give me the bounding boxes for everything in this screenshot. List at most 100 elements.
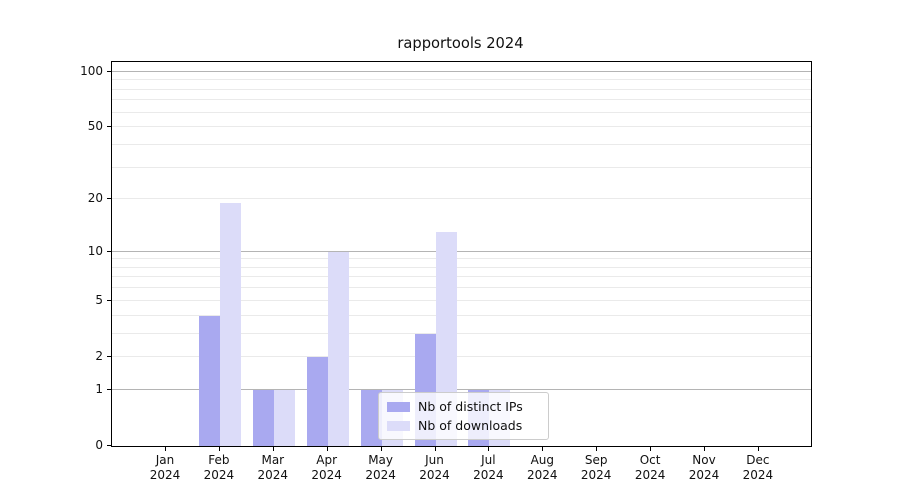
- legend-label: Nb of downloads: [418, 418, 523, 433]
- x-tick-year: 2024: [473, 468, 504, 482]
- x-tick-year: 2024: [419, 468, 450, 482]
- y-tick-mark: [107, 388, 111, 390]
- y-tick-mark: [107, 70, 111, 72]
- x-tick-year: 2024: [365, 468, 396, 482]
- legend-swatch: [387, 420, 410, 431]
- bar-ips-may: [360, 389, 382, 446]
- y-tick-label: 20: [87, 191, 103, 206]
- x-tick-mark: [488, 447, 490, 451]
- x-tick-label: Apr 2024: [295, 453, 359, 483]
- x-tick-mark: [218, 447, 220, 451]
- legend-item: Nb of distinct IPs: [387, 399, 539, 414]
- y-tick-mark: [107, 126, 111, 128]
- x-tick-month: Jan: [155, 453, 175, 467]
- x-tick-label: Mar 2024: [241, 453, 305, 483]
- gridline-minor: [112, 355, 811, 357]
- y-tick-mark: [107, 355, 111, 357]
- gridline-minor: [112, 258, 811, 260]
- x-tick-month: Dec: [746, 453, 770, 467]
- x-tick-mark: [380, 447, 382, 451]
- x-tick-mark: [650, 447, 652, 451]
- x-tick-month: Oct: [639, 453, 661, 467]
- y-tick-label: 5: [95, 292, 103, 307]
- x-tick-label: May 2024: [349, 453, 413, 483]
- gridline-minor: [112, 314, 811, 316]
- y-tick-label: 10: [87, 243, 103, 258]
- gridline-minor: [112, 126, 811, 128]
- gridline-minor: [112, 198, 811, 200]
- x-tick-year: 2024: [527, 468, 558, 482]
- bar-ips-feb: [198, 315, 220, 446]
- x-tick-year: 2024: [311, 468, 342, 482]
- x-tick-mark: [542, 447, 544, 451]
- gridline-minor: [112, 266, 811, 268]
- gridlines-layer: [112, 62, 811, 446]
- x-tick-label: Dec 2024: [726, 453, 790, 483]
- x-tick-month: May: [368, 453, 393, 467]
- y-tick-label: 0: [95, 438, 103, 452]
- x-tick-year: 2024: [742, 468, 774, 482]
- chart-title: rapportools 2024: [397, 35, 524, 52]
- bar-downloads-feb: [219, 203, 241, 446]
- x-tick-label: Jan 2024: [133, 453, 197, 483]
- legend: Nb of distinct IPs Nb of downloads: [378, 392, 549, 440]
- x-tick-label: Jun 2024: [403, 453, 467, 483]
- x-tick-month: Nov: [692, 453, 716, 467]
- x-tick-year: 2024: [688, 468, 720, 482]
- bar-ips-apr: [306, 356, 328, 446]
- gridline-minor: [112, 287, 811, 289]
- bar-downloads-mar: [273, 389, 295, 446]
- x-tick-month: Jun: [425, 453, 444, 467]
- x-tick-label: Nov 2024: [672, 453, 736, 483]
- x-tick-month: Feb: [208, 453, 230, 467]
- gridline-minor: [112, 111, 811, 113]
- bars-layer: [112, 62, 811, 446]
- x-tick-label: Aug 2024: [510, 453, 574, 483]
- gridline-major: [112, 388, 811, 390]
- x-tick-mark: [326, 447, 328, 451]
- gridline-minor: [112, 88, 811, 90]
- legend-item: Nb of downloads: [387, 418, 539, 433]
- y-tick-mark: [107, 445, 111, 446]
- gridline-minor: [112, 143, 811, 145]
- x-tick-month: Apr: [316, 453, 338, 467]
- y-tick-mark: [107, 198, 111, 200]
- gridline-minor: [112, 166, 811, 168]
- x-tick-month: Aug: [530, 453, 555, 467]
- bar-downloads-apr: [327, 251, 349, 446]
- x-tick-mark: [165, 447, 166, 451]
- gridline-minor: [112, 276, 811, 278]
- y-tick-label: 50: [87, 119, 103, 134]
- gridline-major: [112, 70, 811, 72]
- y-tick-label: 100: [80, 63, 103, 78]
- gridline-minor: [112, 332, 811, 334]
- bar-ips-mar: [252, 389, 274, 446]
- x-tick-mark: [434, 447, 436, 451]
- x-tick-label: Feb 2024: [187, 453, 251, 483]
- legend-swatch: [387, 401, 410, 412]
- gridline-major: [112, 250, 811, 252]
- x-tick-year: 2024: [580, 468, 612, 482]
- y-tick-label: 2: [95, 348, 103, 363]
- x-tick-year: 2024: [257, 468, 289, 482]
- x-tick-label: Jul 2024: [456, 453, 520, 483]
- x-tick-month: Jul: [481, 453, 496, 467]
- x-tick-label: Sep 2024: [564, 453, 628, 483]
- legend-label: Nb of distinct IPs: [418, 399, 523, 414]
- gridline-minor: [112, 99, 811, 101]
- x-tick-label: Oct 2024: [618, 453, 682, 483]
- x-tick-year: 2024: [149, 468, 181, 482]
- x-tick-month: Sep: [584, 453, 608, 467]
- x-tick-mark: [596, 447, 598, 451]
- x-tick-month: Mar: [261, 453, 285, 467]
- x-tick-mark: [272, 447, 274, 451]
- x-tick-year: 2024: [203, 468, 235, 482]
- x-tick-mark: [757, 447, 759, 451]
- y-tick-mark: [107, 299, 111, 301]
- y-tick-mark: [107, 250, 111, 252]
- x-tick-year: 2024: [634, 468, 666, 482]
- gridline-minor: [112, 79, 811, 81]
- gridline-minor: [112, 299, 811, 301]
- y-tick-label: 1: [95, 381, 103, 396]
